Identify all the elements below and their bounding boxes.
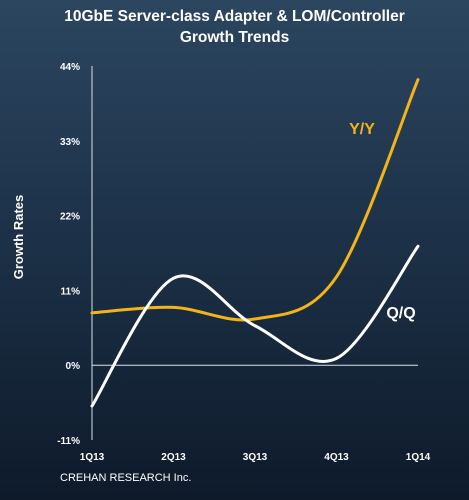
series-line-yy bbox=[90, 78, 420, 322]
chart-title-line-1: 10GbE Server-class Adapter & LOM/Control… bbox=[64, 8, 405, 25]
chart-title-line-2: Growth Trends bbox=[180, 29, 289, 46]
x-tick-label: 1Q13 bbox=[80, 452, 105, 463]
source-credit: CREHAN RESEARCH Inc. bbox=[60, 472, 191, 484]
x-tick-label: 1Q14 bbox=[406, 452, 431, 463]
y-tick-labels: -11% 0% 11% 22% 33% 44% bbox=[57, 62, 80, 447]
series-line-qq bbox=[90, 244, 420, 408]
series-label-yy: Y/Y bbox=[349, 121, 375, 138]
y-axis-title: Growth Rates bbox=[11, 195, 26, 280]
y-tick-label: 44% bbox=[60, 62, 80, 73]
y-tick-label: -11% bbox=[57, 436, 80, 447]
series-label-qq: Q/Q bbox=[386, 305, 415, 322]
y-tick-label: 11% bbox=[61, 286, 81, 297]
x-tick-label: 4Q13 bbox=[324, 452, 349, 463]
y-tick-label: 0% bbox=[66, 361, 81, 372]
y-tick-label: 33% bbox=[60, 137, 80, 148]
x-tick-label: 2Q13 bbox=[161, 452, 186, 463]
y-tick-label: 22% bbox=[60, 212, 80, 223]
x-tick-label: 3Q13 bbox=[243, 452, 268, 463]
x-tick-labels: 1Q13 2Q13 3Q13 4Q13 1Q14 bbox=[80, 452, 431, 463]
series-group: Y/Y Q/Q bbox=[90, 78, 420, 408]
